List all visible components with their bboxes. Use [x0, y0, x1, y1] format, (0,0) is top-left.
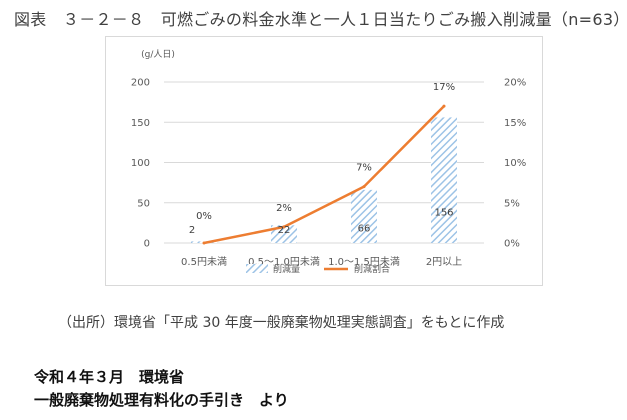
line-point [282, 225, 286, 229]
right-axis-tick-label: 15% [504, 118, 526, 129]
category-label: 0.5円未満 [181, 256, 227, 268]
line-data-label: 7% [356, 163, 372, 174]
line-point [362, 185, 366, 189]
right-axis-tick-label: 10% [504, 158, 526, 169]
left-axis-tick-label: 100 [131, 158, 150, 169]
right-axis-tick-label: 20% [504, 78, 526, 89]
footer-reference: 一般廃棄物処理有料化の手引き より [34, 391, 289, 409]
left-axis-unit-label: (g/人日) [141, 49, 175, 60]
line-series [202, 104, 446, 245]
left-axis-tick-label: 200 [131, 78, 150, 89]
right-axis-tick-label: 5% [504, 198, 520, 209]
line-data-label: 2% [276, 203, 292, 214]
bar-data-label: 66 [358, 223, 371, 234]
gridlines [164, 81, 484, 244]
footer-publisher: 令和４年３月 環境省 [34, 368, 185, 386]
figure-title: 図表 ３－２－８ 可燃ごみの料金水準と一人１日当たりごみ搬入削減量（n=63） [14, 10, 627, 29]
legend-swatch-bar [246, 264, 268, 273]
category-label: 2円以上 [426, 256, 462, 268]
line-path [203, 105, 445, 245]
bar [271, 225, 297, 243]
bar [351, 189, 377, 243]
bar-data-label: 156 [434, 207, 453, 218]
bar-data-label: 2 [189, 225, 195, 236]
legend: 削減量 削減割合 [246, 263, 390, 275]
bar [431, 117, 457, 243]
legend-label-line: 削減割合 [354, 263, 390, 275]
line-data-label: 17% [433, 82, 455, 93]
chart-frame: 0 50 100 150 200 0% 5% 10% 15% 20% (g/人日) 0.5円未満 0.5… [105, 36, 543, 286]
legend-label-bar: 削減量 [273, 263, 300, 275]
right-axis-tick-label: 0% [504, 239, 520, 250]
source-note: （出所）環境省「平成 30 年度一般廃棄物処理実態調査」をもとに作成 [58, 315, 505, 331]
bar-series [191, 117, 457, 243]
left-axis-tick-label: 150 [131, 118, 150, 129]
left-axis-tick-label: 50 [137, 198, 150, 209]
left-axis-tick-label: 0 [144, 239, 150, 250]
bar-data-label: 22 [278, 225, 291, 236]
line-point [442, 104, 446, 108]
line-point [202, 241, 206, 245]
line-data-label: 0% [196, 211, 212, 222]
category-label: 1.0～1.5円未満 [328, 256, 400, 268]
